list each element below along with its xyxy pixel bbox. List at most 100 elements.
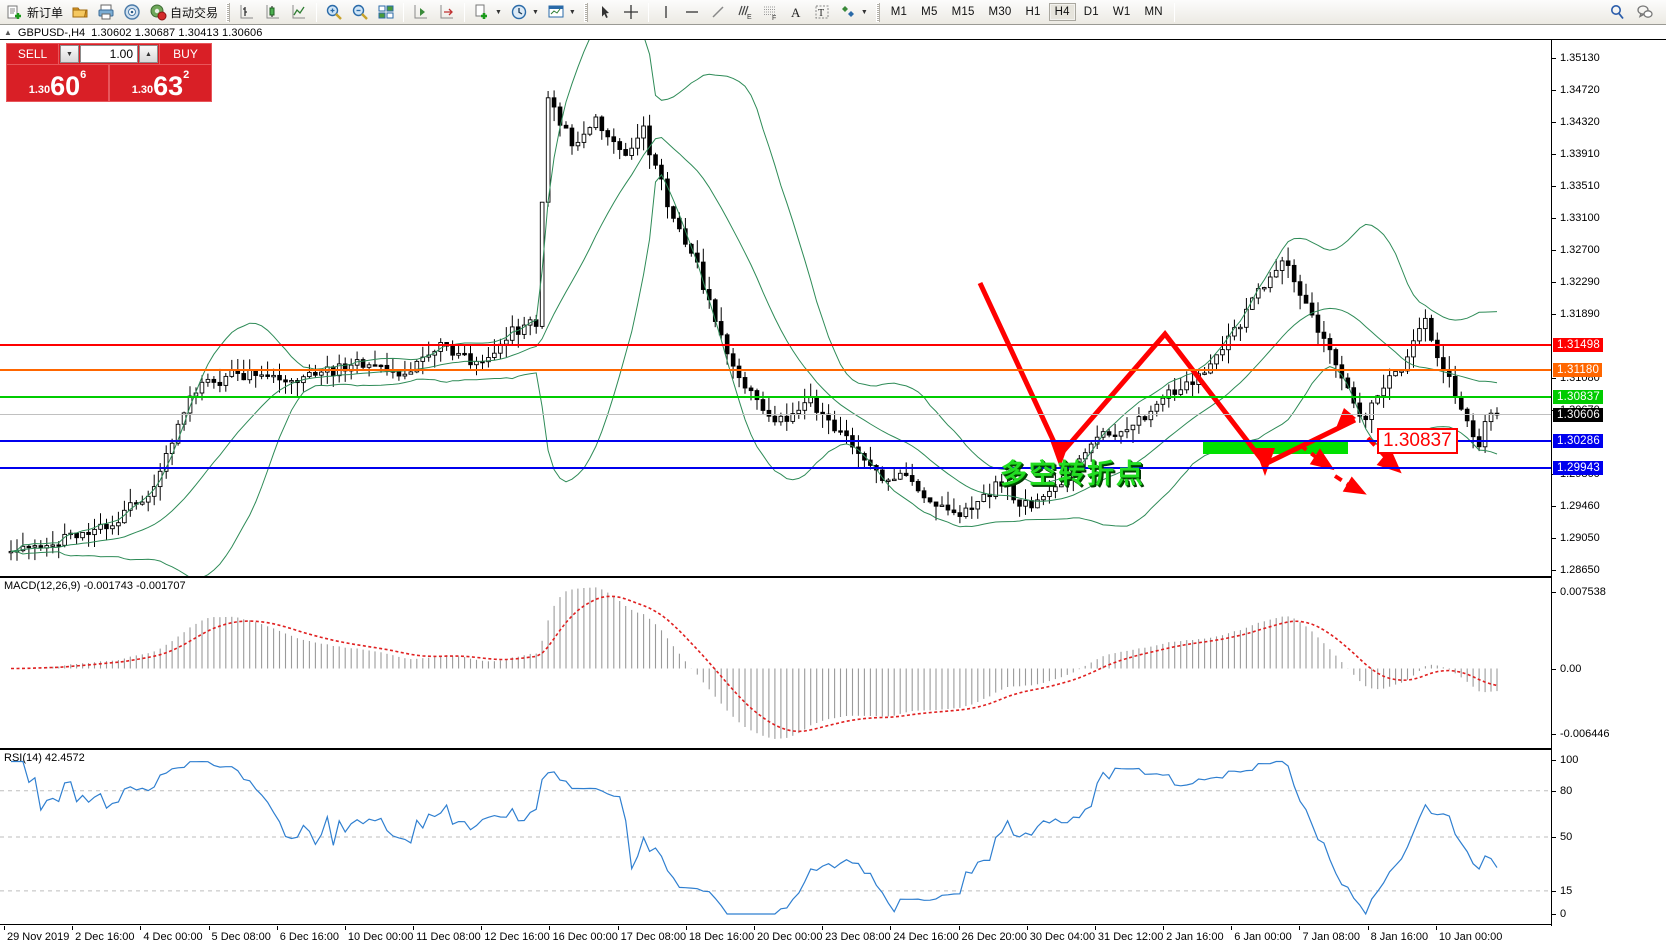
buy-button[interactable]: BUY — [159, 43, 212, 65]
vertical-line-tool-button[interactable] — [653, 1, 679, 24]
one-click-trading-panel[interactable]: SELL ▼ 1.00 ▲ BUY 1.30 60 6 1.30 63 2 — [5, 42, 213, 102]
text-tool-button[interactable]: A — [783, 1, 809, 24]
horizontal-level-line[interactable] — [0, 396, 1551, 399]
time-axis-tick — [413, 926, 415, 930]
auto-trading-button[interactable]: 自动交易 — [145, 1, 222, 24]
crosshair-tool-button[interactable] — [618, 1, 644, 24]
chevron-down-icon[interactable]: ▼ — [495, 8, 502, 16]
toolbar-separator-3 — [464, 2, 466, 22]
horizontal-level-line[interactable] — [0, 466, 1551, 469]
timeframe-h4-button[interactable]: H4 — [1048, 3, 1076, 21]
price-axis-tick: 1.29460 — [1552, 500, 1600, 512]
period-menu-button[interactable]: ▼ — [506, 1, 543, 24]
print-button[interactable] — [93, 1, 119, 24]
price-axis-tick-label: 1.33510 — [1560, 180, 1600, 192]
toolbar-grip-periods[interactable] — [875, 2, 880, 22]
time-axis-tick — [140, 926, 142, 930]
time-axis-label: 5 Dec 08:00 — [211, 931, 271, 943]
volume-dropdown-icon[interactable]: ▼ — [60, 45, 79, 63]
candlestick-chart-button[interactable] — [260, 1, 286, 24]
price-level-label: 1.30606 — [1553, 408, 1603, 423]
time-axis-label: 6 Dec 16:00 — [279, 931, 340, 943]
price-axis-tick: 1.34720 — [1552, 84, 1600, 96]
rsi-axis-tick: 80 — [1552, 785, 1572, 797]
cursor-tool-button[interactable] — [592, 1, 618, 24]
timeframe-h1-button[interactable]: H1 — [1025, 6, 1041, 18]
signal-button[interactable] — [119, 1, 145, 24]
elliott-wave-tool-button[interactable]: E — [731, 1, 757, 24]
rsi-pane[interactable]: RSI(14) 42.4572 — [0, 750, 1551, 926]
timeframe-m5-button[interactable]: M5 — [921, 6, 938, 18]
zoom-in-button[interactable] — [321, 1, 347, 24]
volume-stepper-up-icon[interactable]: ▲ — [139, 45, 158, 63]
tile-windows-button[interactable] — [373, 1, 399, 24]
timeframe-mn-button[interactable]: MN — [1144, 6, 1163, 18]
rsi-axis-tick: 15 — [1552, 885, 1572, 897]
time-axis-tick — [754, 926, 755, 930]
templates-icon — [547, 3, 565, 21]
volume-input[interactable]: 1.00 — [80, 45, 138, 63]
horizontal-level-line[interactable] — [0, 414, 1551, 416]
bar-chart-button[interactable] — [234, 1, 260, 24]
chevron-down-icon[interactable]: ▼ — [568, 8, 576, 16]
chevron-down-icon[interactable]: ▼ — [860, 8, 868, 16]
collapse-triangle-icon[interactable]: ▲ — [4, 28, 12, 37]
horizontal-level-line[interactable] — [0, 343, 1551, 346]
price-axis-tick: 1.35130 — [1552, 52, 1600, 64]
chevron-down-icon[interactable]: ▼ — [531, 8, 539, 16]
price-axis[interactable]: 1.35130 1.34720 1.34320 1.33910 1.33510 1.331… — [1551, 40, 1666, 926]
auto-trade-icon — [149, 3, 167, 21]
time-axis[interactable]: 29 Nov 2019 2 Dec 16:00 4 Dec 00:00 5 Dec 0… — [0, 926, 1666, 949]
chat-icon[interactable] — [1636, 3, 1654, 21]
chart-shift-button[interactable] — [434, 1, 460, 24]
sell-button[interactable]: SELL — [6, 43, 59, 65]
volume-control[interactable]: ▼ 1.00 ▲ — [59, 43, 159, 65]
macd-pane[interactable]: MACD(12,26,9) -0.001743 -0.001707 — [0, 578, 1551, 748]
indicators-menu-button[interactable]: ▼ — [469, 1, 506, 24]
price-level-label: 1.31180 — [1553, 363, 1603, 378]
toolbar-grip-tools[interactable] — [583, 2, 588, 22]
time-axis-tick — [344, 926, 346, 930]
horizontal-line-icon — [683, 3, 701, 21]
timeframe-m1-button[interactable]: M1 — [890, 6, 908, 18]
trade-panel-price-row: 1.30 60 6 1.30 63 2 — [6, 65, 212, 102]
timeframe-m30-button[interactable]: M30 — [988, 6, 1012, 18]
time-axis-tick — [685, 926, 687, 930]
horizontal-line-tool-button[interactable] — [679, 1, 705, 24]
pane-divider-rsi — [0, 748, 1666, 750]
trendline-tool-button[interactable] — [705, 1, 731, 24]
rsi-axis-tick: 0 — [1552, 908, 1566, 920]
auto-scroll-button[interactable] — [408, 1, 434, 24]
shapes-menu-button[interactable]: ▼ — [835, 1, 872, 24]
macd-axis-tick-label: 0.00 — [1560, 662, 1582, 675]
new-order-button[interactable]: 新订单 — [2, 1, 67, 24]
timeframe-w1-button[interactable]: W1 — [1112, 6, 1131, 18]
trendline-icon — [709, 3, 727, 21]
rsi-axis-tick: 50 — [1552, 831, 1572, 843]
timeframe-m15-button[interactable]: M15 — [951, 6, 975, 18]
time-axis-label: 2 Jan 16:00 — [1166, 931, 1224, 943]
time-axis-label: 17 Dec 08:00 — [620, 931, 687, 943]
zoom-out-button[interactable] — [347, 1, 373, 24]
chart-area[interactable]: 多空转折点 1.30837 MACD(12,26,9) -0.001743 -0… — [0, 39, 1666, 926]
search-icon[interactable] — [1608, 3, 1626, 21]
sell-price[interactable]: 1.30 60 6 — [6, 65, 109, 102]
sell-price-prefix: 1.30 — [28, 84, 51, 96]
horizontal-level-line[interactable] — [0, 439, 1551, 442]
horizontal-level-line[interactable] — [0, 369, 1551, 372]
scroll-end-icon — [412, 3, 430, 21]
toolbar-grip-charts[interactable] — [226, 2, 231, 22]
buy-price[interactable]: 1.30 63 2 — [109, 65, 212, 102]
open-data-folder-button[interactable] — [67, 1, 93, 24]
line-chart-button[interactable] — [286, 1, 312, 24]
templates-menu-button[interactable]: ▼ — [543, 1, 580, 24]
fibonacci-tool-button[interactable]: F — [757, 1, 783, 24]
printer-icon — [97, 3, 115, 21]
text-label-tool-button[interactable]: T — [809, 1, 835, 24]
pane-divider-macd — [0, 576, 1666, 578]
price-pane[interactable]: 多空转折点 1.30837 — [0, 40, 1551, 576]
new-order-icon — [6, 3, 24, 21]
time-axis-tick — [1299, 926, 1301, 930]
timeframe-d1-button[interactable]: D1 — [1083, 6, 1099, 18]
buy-price-sup: 2 — [183, 69, 190, 81]
